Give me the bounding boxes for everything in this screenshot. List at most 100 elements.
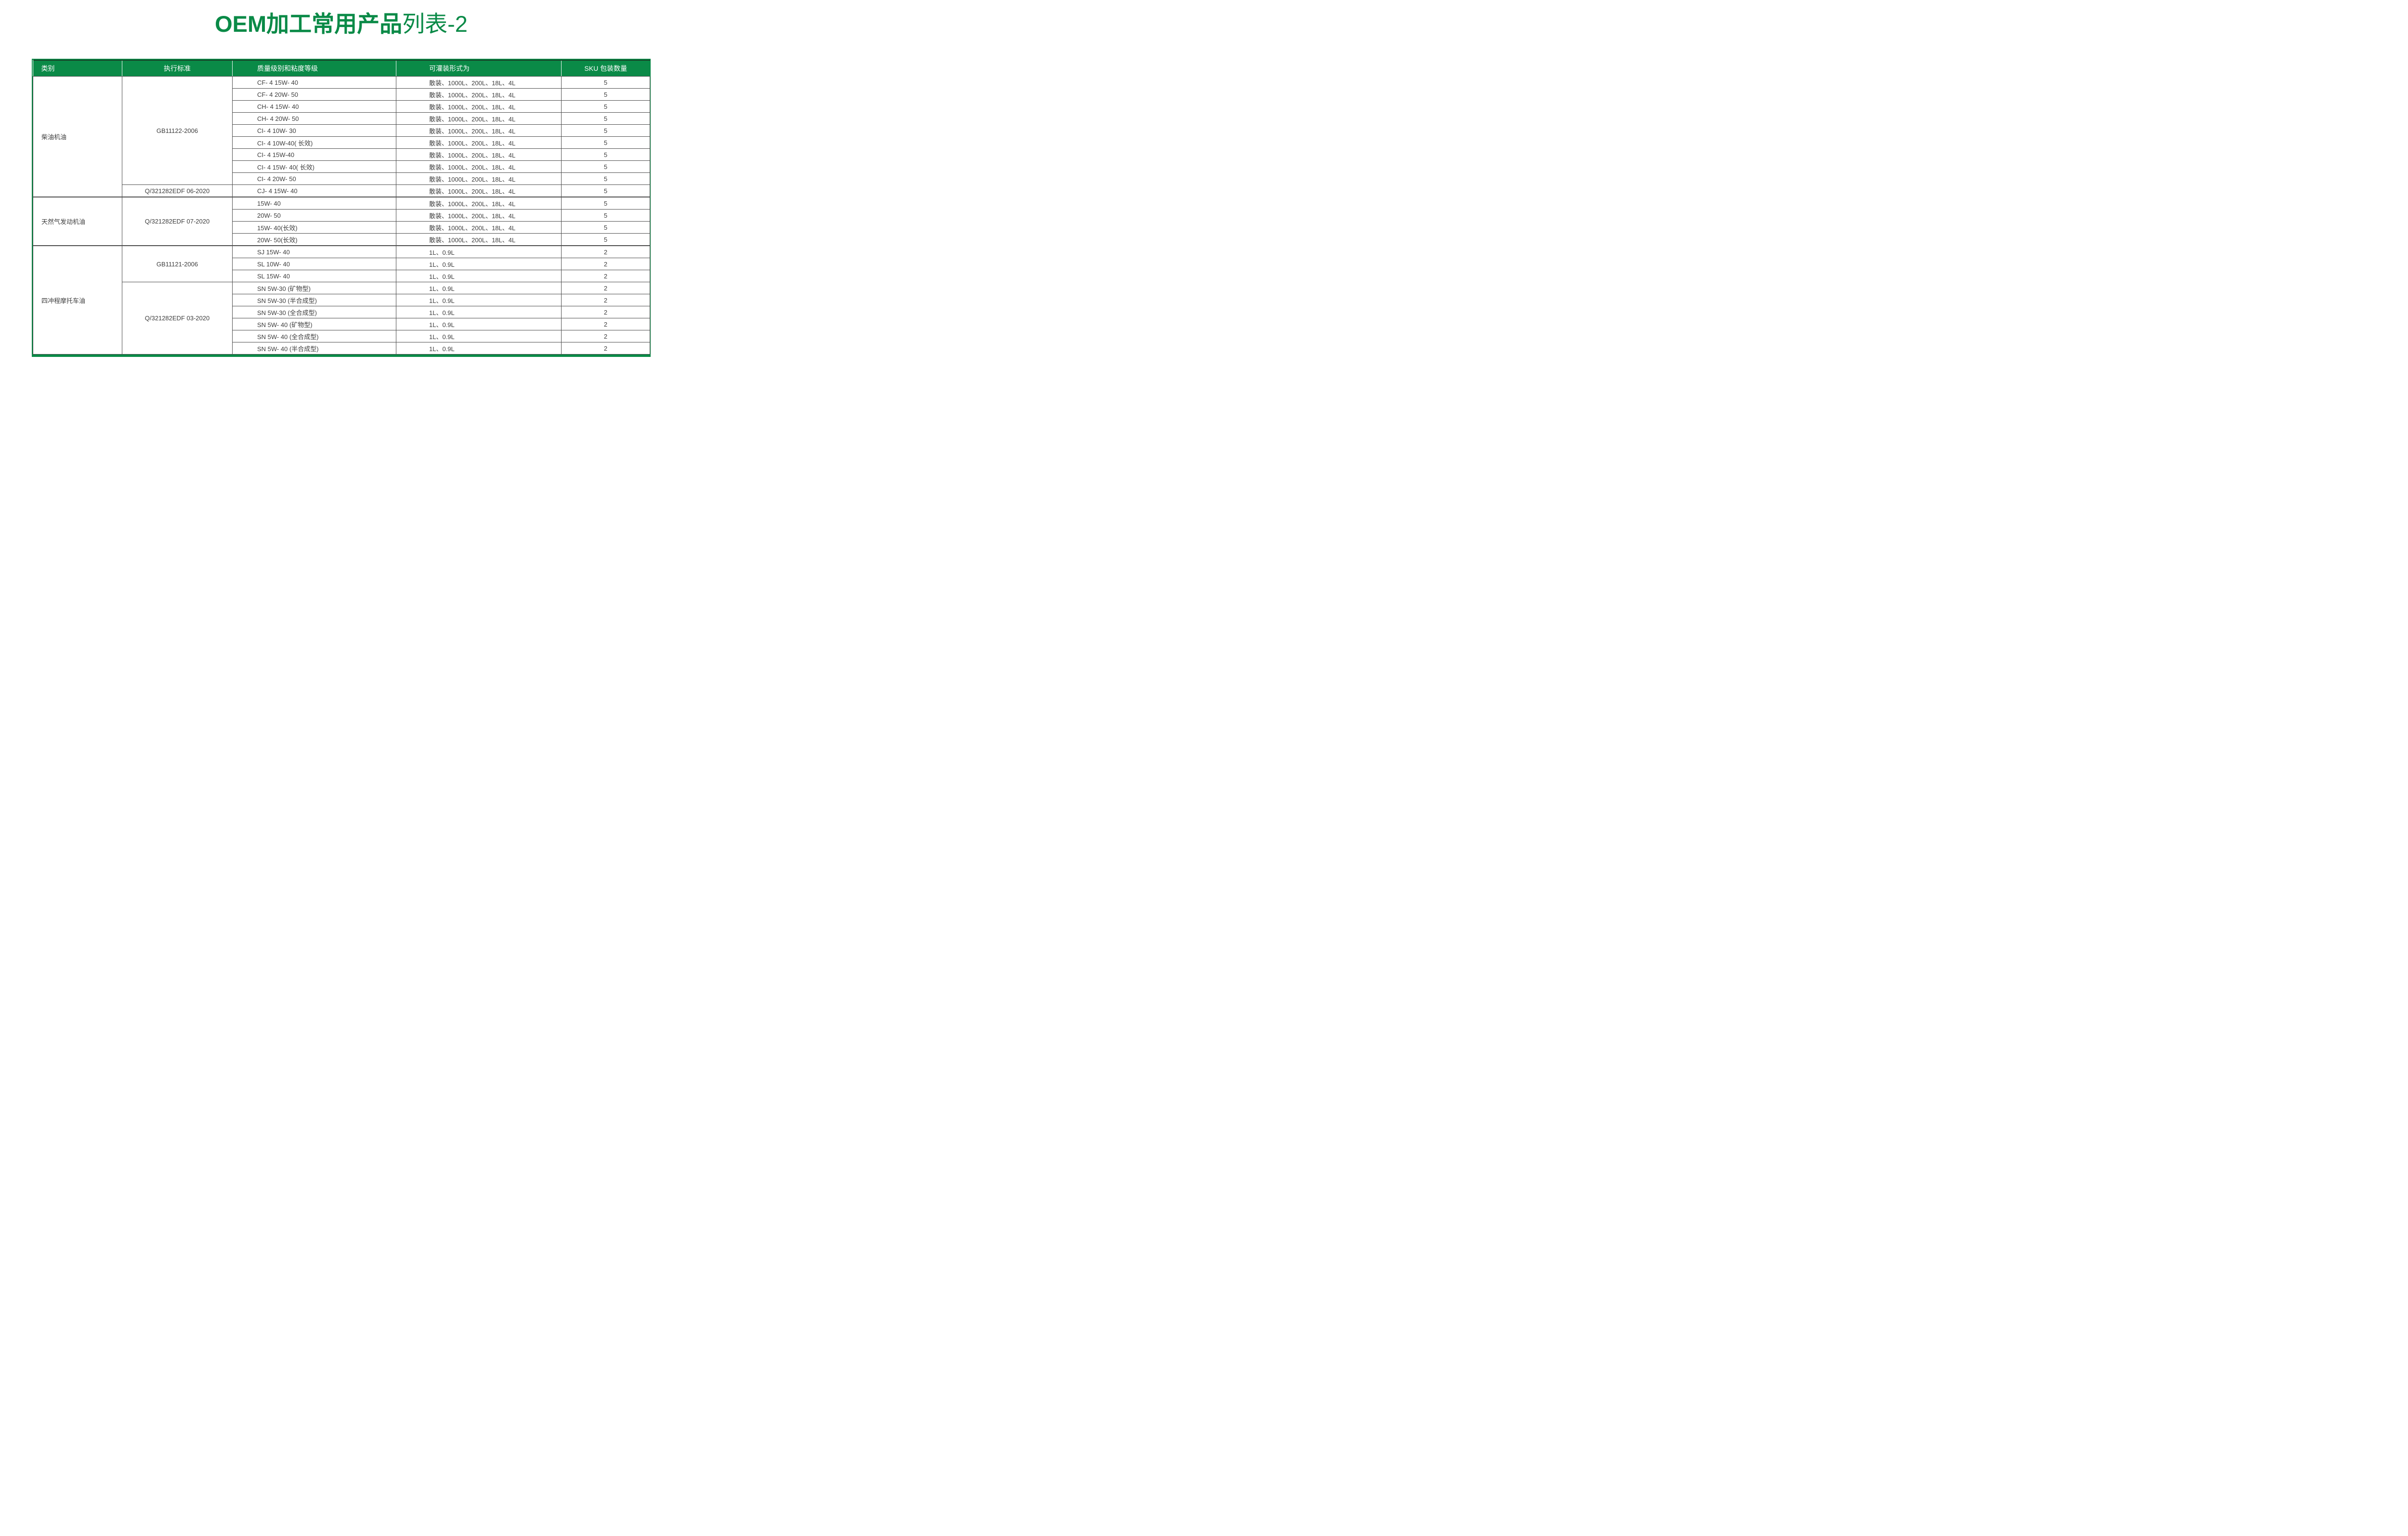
grade-cell: SN 5W- 40 (矿物型) [232,318,396,330]
table-row: 四冲程摩托车油 GB11121-2006 SJ 15W- 40 1L、0.9L 2 [33,245,650,354]
sku-count-cell: 2 [561,342,650,354]
sku-count-cell: 5 [561,76,650,89]
standard-cell: Q/321282EDF 06-2020 [122,184,233,197]
sku-count-cell: 5 [561,88,650,101]
fill-forms-cell: 散装、1000L、200L、18L、4L [396,172,562,185]
grade-cell: CF- 4 15W- 40 [232,76,396,89]
table-row: CI- 4 15W- 40( 长效) 散装、1000L、200L、18L、4L 5 [33,160,650,173]
table-row: 天然气发动机油 Q/321282EDF 07-2020 15W- 40 散装、1000… [33,197,650,246]
grade-cell: 15W- 40 [232,197,396,210]
fill-forms-cell: 1L、0.9L [396,306,562,318]
grade-cell: CI- 4 15W-40 [232,148,396,161]
grade-cell: SN 5W- 40 (半合成型) [232,342,396,354]
grade-cell: 15W- 40(长效) [232,221,396,234]
standard-cell: Q/321282EDF 03-2020 [122,282,233,354]
table-row: 15W- 40(长效) 散装、1000L、200L、18L、4L 5 [33,221,650,234]
table-row: CI- 4 10W- 30 散装、1000L、200L、18L、4L 5 [33,124,650,137]
header-fill-form: 可灌装形式为 [396,60,562,77]
fill-forms-cell: 散装、1000L、200L、18L、4L [396,209,562,222]
category-cell: 天然气发动机油 [33,197,122,246]
table-row: 20W- 50 散装、1000L、200L、18L、4L 5 [33,209,650,222]
fill-forms-cell: 1L、0.9L [396,318,562,330]
sku-count-cell: 2 [561,318,650,330]
grade-cell: 20W- 50(长效) [232,233,396,246]
header-standard: 执行标准 [122,60,233,77]
sku-count-cell: 5 [561,233,650,246]
grade-cell: SN 5W-30 (矿物型) [232,282,396,294]
fill-forms-cell: 散装、1000L、200L、18L、4L [396,76,562,89]
grade-cell: CI- 4 20W- 50 [232,172,396,185]
fill-forms-cell: 散装、1000L、200L、18L、4L [396,184,562,197]
standard-cell: Q/321282EDF 07-2020 [122,197,233,246]
category-cell: 四冲程摩托车油 [33,245,122,354]
products-table-wrapper: 类别 执行标准 质量级别和粘度等级 可灌装形式为 SKU 包装数量 柴油机油 GB… [32,59,651,357]
grade-cell: CI- 4 15W- 40( 长效) [232,160,396,173]
fill-forms-cell: 1L、0.9L [396,258,562,270]
sku-count-cell: 5 [561,136,650,149]
sku-count-cell: 5 [561,172,650,185]
sku-count-cell: 5 [561,112,650,125]
grade-cell: SJ 15W- 40 [232,245,396,258]
fill-forms-cell: 散装、1000L、200L、18L、4L [396,88,562,101]
grade-cell: SL 15W- 40 [232,270,396,282]
grade-cell: SN 5W-30 (全合成型) [232,306,396,318]
fill-forms-cell: 散装、1000L、200L、18L、4L [396,148,562,161]
sku-count-cell: 5 [561,100,650,113]
sku-count-cell: 5 [561,197,650,210]
sku-count-cell: 2 [561,270,650,282]
grade-cell: CI- 4 10W- 30 [232,124,396,137]
page-title: OEM加工常用产品列表-2 [0,12,682,37]
table-row: SN 5W- 40 (全合成型) 1L、0.9L 2 [33,330,650,342]
table-row: SL 15W- 40 1L、0.9L 2 [33,270,650,282]
standard-cell: GB11121-2006 [122,245,233,282]
sku-count-cell: 2 [561,294,650,306]
fill-forms-cell: 1L、0.9L [396,342,562,354]
header-sku-count: SKU 包装数量 [561,60,650,77]
table-row: Q/321282EDF 06-2020 CJ- 4 15W- 40 散装、1000L… [33,184,650,197]
sku-count-cell: 2 [561,258,650,270]
table-row: CI- 4 20W- 50 散装、1000L、200L、18L、4L 5 [33,172,650,185]
fill-forms-cell: 1L、0.9L [396,282,562,294]
fill-forms-cell: 散装、1000L、200L、18L、4L [396,197,562,210]
sku-count-cell: 2 [561,245,650,258]
header-category: 类别 [33,60,122,77]
page-title-suffix: 列表-2 [402,11,468,37]
sku-count-cell: 5 [561,124,650,137]
grade-cell: CH- 4 20W- 50 [232,112,396,125]
table-row: SN 5W- 40 (半合成型) 1L、0.9L 2 [33,342,650,354]
table-row: Q/321282EDF 03-2020 SN 5W-30 (矿物型) 1L、0.9L… [33,282,650,354]
fill-forms-cell: 散装、1000L、200L、18L、4L [396,233,562,246]
fill-forms-cell: 1L、0.9L [396,294,562,306]
grade-cell: CI- 4 10W-40( 长效) [232,136,396,149]
table-row: 20W- 50(长效) 散装、1000L、200L、18L、4L 5 [33,233,650,246]
sku-count-cell: 5 [561,160,650,173]
grade-cell: 20W- 50 [232,209,396,222]
fill-forms-cell: 1L、0.9L [396,245,562,258]
table-row: CF- 4 20W- 50 散装、1000L、200L、18L、4L 5 [33,88,650,101]
header-row: 类别 执行标准 质量级别和粘度等级 可灌装形式为 SKU 包装数量 [33,60,650,77]
fill-forms-cell: 散装、1000L、200L、18L、4L [396,100,562,113]
page-title-bold: OEM加工常用产品 [215,11,403,37]
sku-count-cell: 2 [561,282,650,294]
fill-forms-cell: 1L、0.9L [396,330,562,342]
table-row: 柴油机油 GB11122-2006 CF- 4 15W- 40 散装、1000L、20… [33,76,650,197]
fill-forms-cell: 散装、1000L、200L、18L、4L [396,160,562,173]
table-row: CI- 4 10W-40( 长效) 散装、1000L、200L、18L、4L 5 [33,136,650,149]
sku-count-cell: 5 [561,148,650,161]
table-row: CH- 4 15W- 40 散装、1000L、200L、18L、4L 5 [33,100,650,113]
fill-forms-cell: 散装、1000L、200L、18L、4L [396,112,562,125]
grade-cell: SL 10W- 40 [232,258,396,270]
table-row: CI- 4 15W-40 散装、1000L、200L、18L、4L 5 [33,148,650,161]
fill-forms-cell: 1L、0.9L [396,270,562,282]
sku-count-cell: 5 [561,209,650,222]
grade-cell: CF- 4 20W- 50 [232,88,396,101]
table-row: SN 5W-30 (全合成型) 1L、0.9L 2 [33,306,650,318]
table-row: SN 5W- 40 (矿物型) 1L、0.9L 2 [33,318,650,330]
category-cell: 柴油机油 [33,76,122,197]
standard-cell: GB11122-2006 [122,76,233,185]
fill-forms-cell: 散装、1000L、200L、18L、4L [396,136,562,149]
table-row: CH- 4 20W- 50 散装、1000L、200L、18L、4L 5 [33,112,650,125]
sku-count-cell: 2 [561,306,650,318]
grade-cell: SN 5W-30 (半合成型) [232,294,396,306]
fill-forms-cell: 散装、1000L、200L、18L、4L [396,221,562,234]
